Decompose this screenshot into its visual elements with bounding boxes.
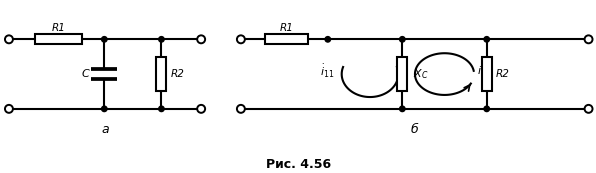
Text: R2: R2 [170, 69, 184, 79]
Circle shape [5, 35, 13, 43]
Text: C: C [82, 69, 89, 79]
Text: $i_{22}$: $i_{22}$ [477, 65, 491, 79]
Text: а: а [101, 123, 109, 136]
Bar [156, 57, 166, 92]
Circle shape [197, 105, 205, 113]
Circle shape [399, 37, 405, 42]
Text: R1: R1 [280, 23, 293, 33]
Circle shape [159, 37, 164, 42]
Bar [35, 34, 82, 44]
Text: б: б [411, 123, 418, 136]
Bar [265, 34, 308, 44]
Text: R1: R1 [52, 23, 66, 33]
Circle shape [237, 35, 245, 43]
Circle shape [5, 105, 13, 113]
Circle shape [325, 37, 331, 42]
Bar [482, 57, 492, 92]
Text: Рис. 4.56: Рис. 4.56 [266, 158, 331, 171]
Circle shape [585, 35, 592, 43]
Circle shape [159, 106, 164, 112]
Circle shape [399, 106, 405, 112]
Circle shape [237, 105, 245, 113]
Circle shape [101, 106, 107, 112]
Text: $\dot{i}_{11}$: $\dot{i}_{11}$ [320, 63, 334, 80]
Circle shape [484, 37, 489, 42]
Circle shape [484, 106, 489, 112]
Circle shape [101, 37, 107, 42]
Circle shape [585, 105, 592, 113]
Bar [398, 57, 407, 92]
Circle shape [197, 35, 205, 43]
Text: $X_C$: $X_C$ [413, 67, 429, 81]
Text: R2: R2 [496, 69, 510, 79]
